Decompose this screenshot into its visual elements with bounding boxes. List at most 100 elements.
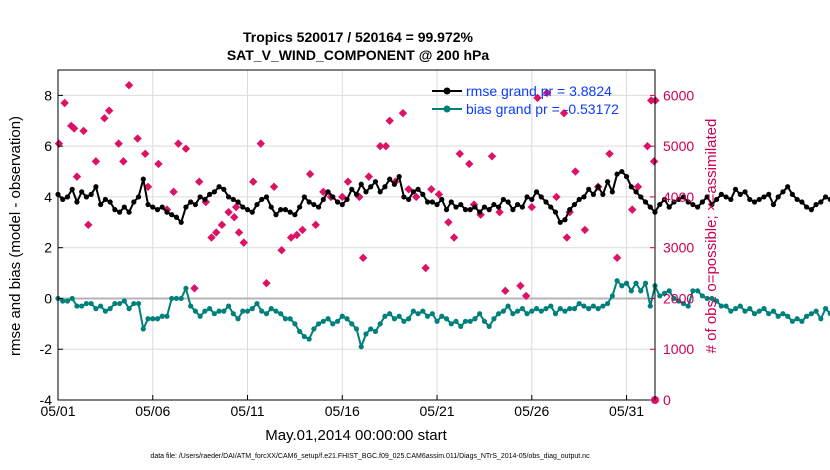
rmse-point: [69, 186, 75, 192]
bias-point: [467, 318, 473, 324]
obs-count-point: [224, 207, 233, 217]
rmse-point: [207, 191, 213, 197]
bias-point: [178, 295, 184, 302]
bias-point: [116, 300, 123, 307]
bias-point: [548, 303, 554, 309]
x-tick-label: 05/21: [420, 403, 455, 419]
rmse-point: [112, 207, 118, 213]
bias-point: [590, 303, 597, 309]
x-ticks: 05/01 05/06 05/11 05/16 05/21 05/26 05/31: [40, 395, 644, 419]
bias-point: [135, 300, 142, 307]
rmse-point: [192, 201, 199, 208]
rmse-point: [116, 209, 123, 215]
bias-point: [562, 308, 568, 314]
rmse-point: [638, 194, 644, 200]
bias-point: [126, 306, 132, 312]
x-tick-label: 05/16: [325, 403, 360, 419]
obs-count-point: [60, 98, 69, 108]
bias-point: [140, 326, 146, 332]
rmse-point: [363, 189, 369, 195]
rmse-point: [780, 189, 786, 195]
rmse-point: [756, 196, 762, 203]
rmse-point: [818, 199, 824, 205]
rmse-point: [173, 214, 180, 220]
rmse-point: [339, 201, 345, 208]
obs-count-point: [114, 139, 123, 148]
rmse-point: [680, 194, 687, 200]
rmse-point: [254, 201, 260, 208]
rmse-point: [406, 196, 412, 203]
y-tick-label: -4: [40, 392, 53, 408]
bias-point: [818, 316, 824, 322]
y-right-tick-label: 3000: [663, 240, 694, 256]
obs-count-point: [212, 228, 221, 237]
obs-count-point: [262, 279, 271, 288]
bias-point: [154, 316, 161, 322]
chart-title: Tropics 520017 / 520164 = 99.972%: [243, 29, 474, 45]
legend: rmse grand pr = 3.8824 bias grand pr = -…: [432, 83, 619, 117]
legend-bias-marker: [443, 105, 451, 113]
obs-count-point: [319, 187, 328, 197]
bias-point: [822, 306, 829, 312]
bias-point: [647, 303, 653, 309]
rmse-point: [751, 199, 758, 205]
rmse-point: [505, 199, 511, 205]
rmse-point: [799, 199, 805, 205]
bias-point: [197, 313, 203, 319]
bias-point: [358, 344, 364, 350]
rmse-point: [808, 207, 814, 213]
rmse-point: [647, 204, 653, 210]
rmse-point: [623, 174, 630, 180]
rmse-point: [230, 196, 236, 203]
obs-count-point: [444, 218, 453, 227]
bias-point: [695, 288, 701, 294]
obs-count-point: [612, 253, 622, 263]
rmse-point: [334, 199, 341, 205]
rmse-point: [661, 196, 668, 203]
bias-point: [297, 328, 303, 335]
bias-point: [808, 311, 814, 317]
bias-point: [292, 321, 298, 327]
rmse-point: [766, 191, 772, 197]
obs-count-point: [119, 157, 128, 166]
rmse-point: [225, 194, 232, 200]
bias-point: [315, 321, 322, 327]
y-tick-label: 6: [44, 138, 52, 154]
bias-point: [64, 298, 71, 304]
bias-point: [211, 311, 217, 317]
rmse-point: [742, 189, 748, 195]
obs-count-point: [559, 108, 569, 118]
obs-count-point: [292, 230, 301, 240]
bias-point: [510, 311, 516, 317]
obs-count-point: [343, 177, 353, 186]
rmse-point: [301, 194, 307, 200]
bias-point: [586, 306, 592, 312]
bias-point: [661, 290, 668, 296]
bias-point: [249, 306, 255, 312]
rmse-point: [188, 199, 194, 205]
obs-count-point: [605, 149, 614, 158]
rmse-point: [131, 199, 137, 205]
obs-count-point: [230, 213, 239, 222]
bias-point: [533, 306, 540, 312]
bias-point: [301, 333, 307, 340]
obs-count-point: [398, 108, 408, 118]
rmse-point: [458, 201, 464, 208]
bias-point: [173, 295, 180, 302]
rmse-series: [55, 168, 830, 225]
rmse-point: [79, 189, 85, 195]
bias-point: [420, 308, 426, 314]
obs-count-point: [527, 202, 537, 212]
rmse-point: [619, 168, 625, 175]
bias-point: [581, 303, 587, 309]
rmse-point: [315, 204, 322, 210]
rmse-point: [718, 191, 724, 197]
y-tick-label: 0: [44, 290, 52, 306]
rmse-point: [500, 196, 506, 203]
bias-point: [524, 311, 530, 317]
rmse-point: [263, 194, 270, 200]
rmse-point: [415, 186, 421, 192]
bias-point: [685, 303, 691, 309]
obs-count-point: [249, 177, 258, 186]
rmse-point: [467, 207, 473, 213]
